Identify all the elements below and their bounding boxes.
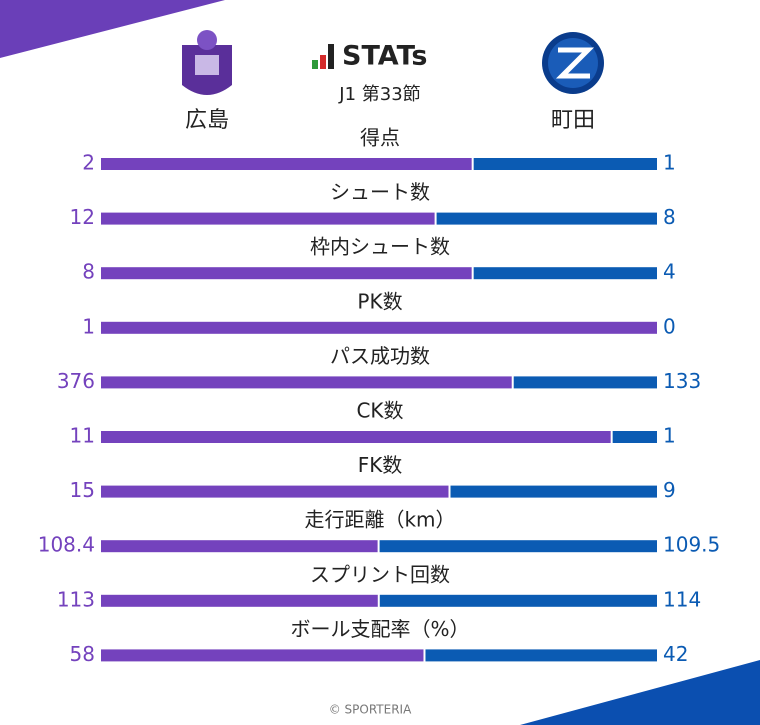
home-value: 8	[82, 260, 95, 284]
stat-label: 得点	[360, 126, 400, 150]
away-value: 109.5	[663, 533, 720, 557]
home-bar	[101, 649, 424, 662]
home-value: 15	[70, 478, 95, 502]
stat-label: CK数	[356, 399, 403, 423]
corner-decoration	[520, 660, 760, 725]
home-value: 376	[57, 369, 95, 393]
away-bar	[450, 485, 657, 498]
away-bar	[436, 212, 657, 225]
home-team: 広島	[185, 108, 229, 133]
home-bar	[101, 376, 512, 389]
away-value: 1	[663, 424, 676, 448]
away-bar	[612, 431, 657, 443]
home-value: 12	[70, 205, 95, 229]
away-value: 133	[663, 369, 701, 393]
away-bar	[379, 540, 657, 553]
away-bar	[473, 158, 657, 170]
home-bar	[101, 267, 472, 280]
home-bar	[101, 212, 435, 225]
home-value: 11	[70, 424, 95, 448]
away-value: 114	[663, 587, 701, 611]
home-value: 58	[70, 642, 95, 666]
away-logo	[542, 32, 604, 94]
away-value: 4	[663, 260, 676, 284]
away-value: 8	[663, 205, 676, 229]
away-value: 0	[663, 314, 676, 338]
away-value: 9	[663, 478, 676, 502]
away-bar	[425, 649, 657, 662]
title-icon	[312, 44, 334, 69]
stat-label: ボール支配率（%）	[290, 617, 469, 641]
home-value: 113	[57, 587, 95, 611]
stat-label: 枠内シュート数	[310, 235, 450, 259]
home-bar	[101, 594, 378, 607]
home-value: 2	[82, 151, 95, 175]
away-team: 町田	[551, 108, 595, 133]
home-value: 1	[82, 314, 95, 338]
stat-label: スプリント回数	[310, 562, 450, 586]
away-bar	[513, 376, 657, 389]
away-bar	[379, 594, 657, 607]
stat-label: シュート数	[330, 180, 430, 204]
home-bar	[101, 540, 378, 553]
home-logo	[182, 30, 232, 95]
stat-label: FK数	[358, 453, 403, 477]
home-bar	[101, 431, 611, 443]
stat-label: PK数	[357, 289, 402, 313]
footer: © SPORTERIA	[329, 703, 412, 717]
stat-label: 走行距離（km）	[304, 508, 455, 532]
home-bar	[101, 158, 472, 170]
home-value: 108.4	[38, 533, 95, 557]
away-bar	[473, 267, 657, 280]
corner-decoration	[0, 0, 225, 58]
home-bar	[101, 321, 657, 334]
away-value: 42	[663, 642, 688, 666]
subtitle: J1 第33節	[338, 84, 420, 105]
title: STATs	[342, 41, 427, 72]
home-bar	[101, 485, 449, 498]
stat-label: パス成功数	[330, 344, 430, 368]
away-value: 1	[663, 151, 676, 175]
